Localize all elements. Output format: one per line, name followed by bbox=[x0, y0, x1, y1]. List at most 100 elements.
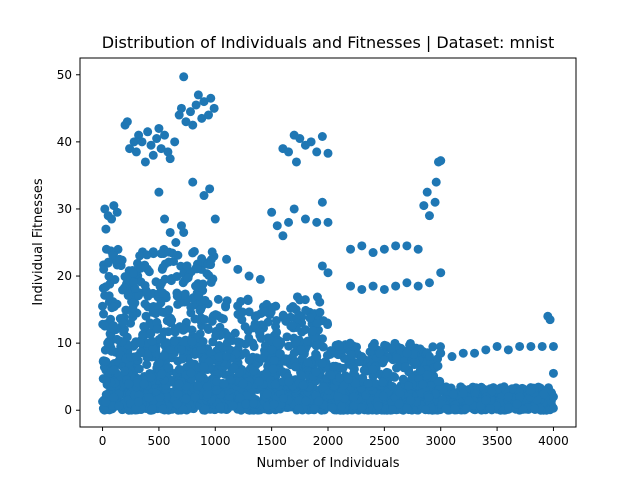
data-point bbox=[190, 392, 200, 402]
data-point bbox=[122, 117, 132, 127]
data-point bbox=[430, 197, 440, 207]
data-point bbox=[503, 392, 513, 402]
data-point bbox=[172, 271, 182, 281]
data-point bbox=[120, 366, 130, 376]
data-point bbox=[391, 241, 401, 251]
data-point bbox=[203, 324, 213, 334]
x-axis-label: Number of Individuals bbox=[256, 456, 399, 471]
data-point bbox=[346, 281, 356, 291]
data-point bbox=[191, 100, 201, 110]
data-point bbox=[172, 291, 182, 301]
data-point bbox=[129, 268, 139, 278]
data-point bbox=[103, 338, 113, 348]
data-point bbox=[99, 309, 109, 319]
data-point bbox=[178, 404, 188, 414]
data-point bbox=[138, 330, 148, 340]
data-point bbox=[243, 326, 253, 336]
data-point bbox=[328, 361, 338, 371]
data-point bbox=[357, 352, 367, 362]
data-point bbox=[192, 264, 202, 274]
data-point bbox=[278, 310, 288, 320]
data-point bbox=[100, 356, 110, 366]
data-point bbox=[202, 382, 212, 392]
data-point bbox=[317, 132, 327, 141]
data-point bbox=[164, 247, 174, 257]
data-point bbox=[170, 137, 180, 147]
data-point bbox=[326, 370, 336, 380]
data-point bbox=[129, 277, 139, 287]
data-point bbox=[312, 147, 322, 157]
data-point bbox=[206, 260, 216, 270]
data-point bbox=[244, 355, 254, 365]
data-point bbox=[109, 365, 119, 375]
data-point bbox=[186, 358, 196, 368]
data-point bbox=[284, 147, 294, 157]
data-point bbox=[114, 401, 124, 411]
data-point bbox=[118, 318, 128, 328]
data-point bbox=[290, 362, 300, 372]
data-point bbox=[170, 336, 180, 346]
data-point bbox=[173, 299, 183, 309]
y-tick-label: 10 bbox=[57, 336, 72, 350]
data-point bbox=[131, 404, 141, 414]
data-point bbox=[504, 403, 514, 413]
data-point bbox=[99, 405, 109, 415]
data-point bbox=[312, 318, 322, 328]
data-point bbox=[100, 204, 110, 214]
data-point bbox=[458, 348, 468, 358]
data-point bbox=[147, 336, 157, 346]
data-point bbox=[222, 254, 232, 264]
data-point bbox=[436, 268, 446, 278]
data-point bbox=[152, 134, 162, 144]
data-point bbox=[215, 322, 225, 332]
x-tick-label: 2000 bbox=[313, 434, 344, 448]
data-point bbox=[154, 358, 164, 368]
data-point bbox=[98, 301, 108, 311]
data-point bbox=[100, 345, 110, 355]
data-point bbox=[209, 103, 219, 113]
data-point bbox=[154, 187, 164, 197]
data-point bbox=[104, 271, 114, 281]
data-point bbox=[294, 404, 304, 414]
data-point bbox=[178, 325, 188, 335]
data-point bbox=[530, 404, 540, 414]
data-point bbox=[295, 295, 305, 305]
data-point bbox=[398, 374, 408, 384]
data-point bbox=[160, 130, 170, 140]
data-point bbox=[282, 332, 292, 342]
data-point bbox=[109, 201, 119, 211]
data-point bbox=[401, 362, 411, 372]
data-point bbox=[402, 348, 412, 358]
data-point bbox=[158, 288, 168, 298]
data-point bbox=[101, 376, 111, 386]
data-point bbox=[373, 401, 383, 411]
data-point bbox=[135, 338, 145, 348]
data-point bbox=[233, 264, 243, 274]
data-point bbox=[387, 343, 397, 353]
data-point bbox=[171, 238, 181, 247]
data-point bbox=[357, 284, 367, 294]
data-point bbox=[419, 201, 429, 211]
data-point bbox=[161, 392, 171, 402]
data-point bbox=[160, 214, 170, 224]
data-point bbox=[259, 307, 269, 317]
data-point bbox=[183, 273, 193, 283]
data-point bbox=[291, 337, 301, 347]
data-point bbox=[334, 373, 344, 383]
data-point bbox=[305, 313, 315, 323]
data-point bbox=[317, 261, 327, 271]
data-point bbox=[271, 315, 281, 325]
data-point bbox=[378, 391, 388, 401]
data-point bbox=[206, 277, 216, 287]
data-point bbox=[301, 305, 311, 315]
data-point bbox=[532, 395, 542, 405]
data-point bbox=[284, 377, 294, 387]
data-point bbox=[238, 307, 248, 317]
data-point bbox=[125, 144, 135, 154]
data-point bbox=[512, 399, 522, 409]
data-point bbox=[147, 404, 157, 414]
data-point bbox=[139, 379, 149, 389]
data-point bbox=[134, 130, 144, 140]
data-point bbox=[227, 336, 237, 346]
data-point bbox=[418, 379, 428, 389]
